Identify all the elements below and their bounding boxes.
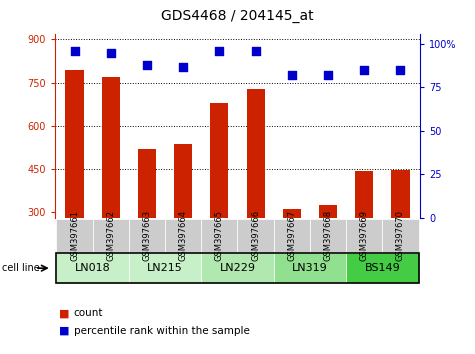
- Text: LN229: LN229: [219, 263, 256, 273]
- Bar: [247, 89, 265, 298]
- Text: count: count: [74, 308, 103, 318]
- Text: LN319: LN319: [292, 263, 328, 273]
- Bar: [102, 78, 120, 298]
- Text: GSM397661: GSM397661: [70, 210, 79, 261]
- Text: GSM397662: GSM397662: [106, 210, 115, 261]
- Text: GSM397666: GSM397666: [251, 210, 260, 261]
- Text: GSM397665: GSM397665: [215, 210, 224, 261]
- Point: [324, 73, 332, 78]
- Point: [216, 48, 223, 54]
- Text: ■: ■: [59, 308, 70, 318]
- Text: BS149: BS149: [364, 263, 400, 273]
- Bar: [66, 70, 84, 298]
- Point: [107, 50, 114, 56]
- Point: [252, 48, 259, 54]
- Bar: [283, 209, 301, 298]
- Bar: [138, 149, 156, 298]
- Bar: [210, 103, 228, 298]
- Text: GSM397663: GSM397663: [142, 210, 152, 261]
- Point: [361, 67, 368, 73]
- Text: LN018: LN018: [75, 263, 111, 273]
- Bar: [319, 205, 337, 298]
- Text: cell line: cell line: [2, 263, 40, 273]
- Point: [288, 73, 295, 78]
- Text: GDS4468 / 204145_at: GDS4468 / 204145_at: [161, 9, 314, 23]
- Text: ■: ■: [59, 326, 70, 336]
- Point: [71, 48, 78, 54]
- Text: GSM397670: GSM397670: [396, 210, 405, 261]
- Text: percentile rank within the sample: percentile rank within the sample: [74, 326, 249, 336]
- Point: [397, 67, 404, 73]
- Bar: [174, 143, 192, 298]
- Text: GSM397668: GSM397668: [323, 210, 332, 261]
- Point: [143, 62, 151, 68]
- Text: GSM397664: GSM397664: [179, 210, 188, 261]
- Point: [180, 64, 187, 69]
- Text: GSM397669: GSM397669: [360, 210, 369, 261]
- Bar: [391, 170, 409, 298]
- Text: LN215: LN215: [147, 263, 183, 273]
- Text: GSM397667: GSM397667: [287, 210, 296, 261]
- Bar: [355, 171, 373, 298]
